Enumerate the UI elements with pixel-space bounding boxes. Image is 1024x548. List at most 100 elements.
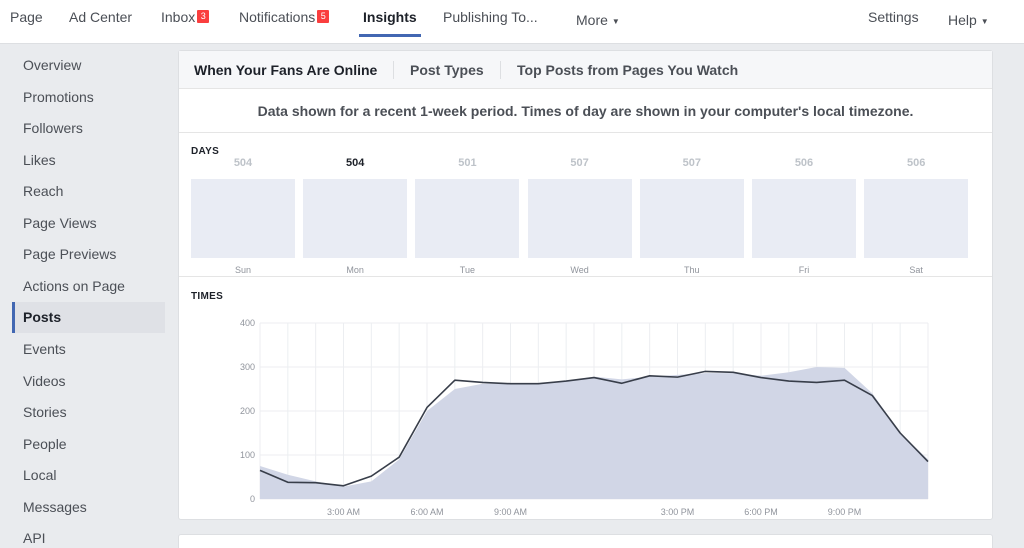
sidebar-item-page-previews[interactable]: Page Previews: [12, 239, 165, 270]
sidebar-item-label: Reach: [23, 183, 64, 200]
day-bar: [303, 179, 408, 258]
day-column-wed[interactable]: 507 Wed: [527, 157, 632, 275]
insights-tab-bar: When Your Fans Are Online Post Types Top…: [179, 51, 992, 89]
nav-page-link[interactable]: Page: [10, 9, 43, 25]
sidebar-item-label: People: [23, 435, 67, 452]
sidebar-item-people[interactable]: People: [12, 429, 165, 460]
times-section-label: TIMES: [191, 291, 224, 302]
series-line: [259, 370, 929, 487]
sidebar-item-label: Overview: [23, 57, 82, 73]
x-tick-label: 3:00 AM: [327, 507, 360, 517]
day-bar: [864, 179, 969, 258]
day-column-mon[interactable]: 504 Mon: [303, 157, 408, 275]
sidebar-item-local[interactable]: Local: [12, 460, 165, 491]
day-bar: [639, 179, 744, 258]
sidebar-item-reach[interactable]: Reach: [12, 176, 165, 207]
series-area-fill: [260, 367, 928, 499]
x-tick-label: 6:00 PM: [744, 507, 778, 517]
day-column-sun[interactable]: 504 Sun: [191, 157, 295, 275]
nav-inbox-link[interactable]: Inbox 3: [161, 0, 210, 44]
sidebar-item-label: Posts: [23, 309, 62, 326]
sidebar-item-label: API: [23, 530, 46, 547]
nav-ad-center-link[interactable]: Ad Center: [69, 9, 133, 25]
nav-more-dropdown[interactable]: More ▼: [576, 12, 620, 28]
nav-insights-tab[interactable]: Insights: [359, 0, 421, 44]
day-label: Tue: [459, 265, 475, 275]
sidebar-item-actions-on-page[interactable]: Actions on Page: [12, 271, 165, 302]
sidebar-item-label: Followers: [23, 120, 83, 137]
nav-help-dropdown[interactable]: Help ▼: [948, 12, 989, 28]
sidebar-item-posts[interactable]: Posts: [12, 302, 165, 334]
sidebar-item-events[interactable]: Events: [12, 334, 165, 365]
notifications-count-badge: 5: [317, 10, 330, 23]
y-tick-label: 300: [240, 362, 255, 372]
sidebar-item-api[interactable]: API: [12, 523, 165, 548]
day-fan-count: 506: [794, 157, 814, 169]
tab-divider: [393, 61, 394, 79]
sidebar-item-followers[interactable]: Followers: [12, 113, 165, 144]
day-label: Mon: [346, 265, 364, 275]
sidebar-item-stories[interactable]: Stories: [12, 397, 165, 428]
day-column-sat[interactable]: 506 Sat: [864, 157, 969, 275]
x-tick-label: 9:00 AM: [494, 507, 527, 517]
chevron-down-icon: ▼: [611, 17, 620, 26]
top-nav: Page Ad Center Inbox 3 Notifications 5 Ins…: [0, 0, 1024, 44]
sidebar-item-label: Local: [23, 467, 57, 484]
sidebar-item-label: Actions on Page: [23, 277, 125, 294]
day-fan-count: 506: [907, 157, 926, 169]
nav-notifications-link[interactable]: Notifications 5: [239, 0, 330, 44]
y-tick-label: 400: [240, 318, 255, 328]
x-tick-label: 3:00 PM: [661, 507, 695, 517]
day-column-thu[interactable]: 507 Thu: [639, 157, 744, 275]
day-fan-count: 507: [570, 157, 589, 169]
y-tick-label: 0: [250, 494, 255, 504]
day-fan-count: 501: [458, 157, 477, 169]
day-label: Thu: [684, 265, 700, 275]
day-bar: [415, 179, 520, 258]
y-tick-label: 100: [240, 450, 255, 460]
sidebar-item-label: Promotions: [23, 88, 94, 105]
day-column-tue[interactable]: 501 Tue: [415, 157, 520, 275]
nav-settings-link[interactable]: Settings: [868, 9, 919, 25]
day-label: Sun: [234, 265, 251, 275]
sidebar-item-videos[interactable]: Videos: [12, 366, 165, 397]
days-section-label: DAYS: [191, 146, 220, 157]
day-label: Wed: [570, 265, 589, 275]
tab-post-types[interactable]: Post Types: [410, 62, 484, 78]
sidebar-item-label: Events: [23, 340, 66, 357]
sidebar-item-promotions[interactable]: Promotions: [12, 82, 165, 113]
next-card: [178, 534, 993, 548]
sidebar-item-label: Likes: [23, 151, 56, 168]
day-label: Fri: [798, 265, 810, 275]
day-bar: [752, 179, 856, 258]
sidebar-item-label: Page Previews: [23, 246, 117, 263]
day-fan-count: 504: [346, 157, 365, 169]
y-tick-label: 200: [240, 406, 255, 416]
sidebar-item-label: Stories: [23, 404, 67, 421]
sidebar-item-likes[interactable]: Likes: [12, 145, 165, 176]
x-tick-label: 6:00 AM: [410, 507, 443, 517]
sidebar-item-label: Videos: [23, 372, 66, 389]
section-divider: [179, 276, 992, 277]
sidebar-item-overview[interactable]: Overview: [12, 50, 165, 81]
sidebar-item-messages[interactable]: Messages: [12, 492, 165, 523]
day-fan-count: 507: [682, 157, 701, 169]
inbox-count-badge: 3: [197, 10, 210, 23]
sidebar-item-label: Messages: [23, 498, 87, 515]
tab-divider: [500, 61, 501, 79]
chevron-down-icon: ▼: [980, 17, 989, 26]
nav-publishing-tools-link[interactable]: Publishing To...: [443, 9, 538, 25]
tab-top-posts-watch[interactable]: Top Posts from Pages You Watch: [517, 62, 739, 78]
day-bar: [191, 179, 295, 258]
fans-online-card: When Your Fans Are Online Post Types Top…: [178, 50, 993, 520]
day-fan-count: 504: [233, 157, 253, 169]
day-bar: [527, 179, 632, 258]
day-column-fri[interactable]: 506 Fri: [752, 157, 856, 275]
x-tick-label: 9:00 PM: [828, 507, 862, 517]
sidebar-item-label: Page Views: [23, 214, 97, 231]
timezone-notice: Data shown for a recent 1-week period. T…: [179, 89, 992, 133]
times-area-chart: 0 100 200 300 400 3:00 AM 6:00 AM 9:00 AM 3:00 P…: [240, 318, 929, 517]
sidebar-item-page-views[interactable]: Page Views: [12, 208, 165, 239]
tab-when-fans-online[interactable]: When Your Fans Are Online: [194, 62, 378, 78]
day-label: Sat: [909, 265, 923, 275]
